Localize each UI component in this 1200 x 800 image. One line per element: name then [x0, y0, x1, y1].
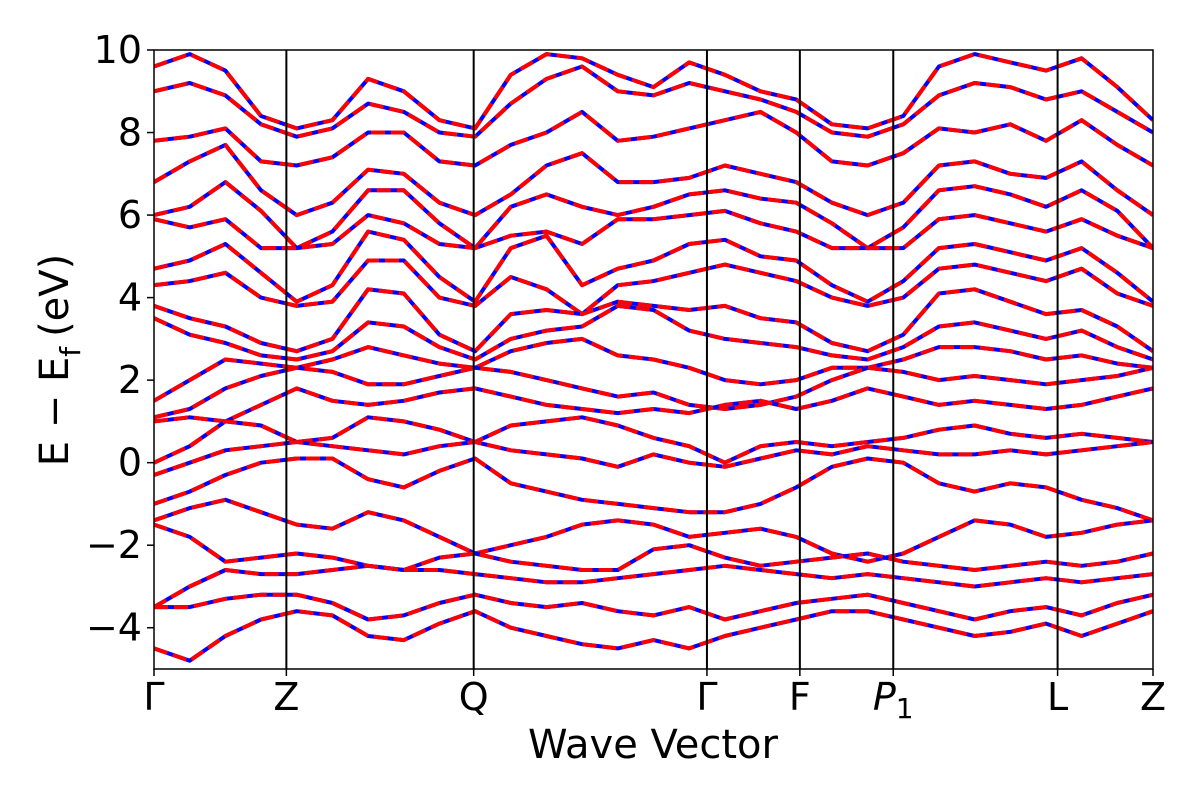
x-tick-label-3: Γ — [696, 675, 717, 719]
band-line-blue-6 — [154, 229, 1153, 304]
bands-layer — [154, 52, 1153, 663]
band-line-red-7 — [154, 258, 1153, 317]
band-line-red-13 — [154, 415, 1153, 465]
band-line-red-4 — [154, 180, 1153, 251]
x-tick-label-1: Z — [273, 675, 299, 719]
y-tick-label-7: 10 — [94, 28, 142, 72]
band-line-red-5 — [154, 208, 1153, 251]
band-line-red-12 — [154, 386, 1153, 424]
band-line-blue-5 — [154, 208, 1153, 251]
band-line-red-1 — [154, 64, 1153, 139]
band-line-red-18 — [154, 563, 1153, 609]
y-axis-label: E − Ef (eV) — [32, 254, 87, 467]
band-line-red-2 — [154, 109, 1153, 168]
band-line-blue-20 — [154, 609, 1153, 663]
x-tick-label-2: Q — [459, 675, 489, 719]
band-line-red-10 — [154, 336, 1153, 403]
band-line-blue-3 — [154, 142, 1153, 218]
x-tick-label-7: Z — [1140, 675, 1166, 719]
band-line-blue-2 — [154, 109, 1153, 168]
y-axis-label-sub: f — [54, 346, 87, 357]
band-line-red-3 — [154, 142, 1153, 218]
band-line-red-0 — [154, 52, 1153, 131]
x-tick-label-4: F — [789, 675, 811, 719]
y-tick-label-0: −4 — [86, 606, 142, 650]
band-line-red-20 — [154, 609, 1153, 663]
band-line-red-17 — [154, 522, 1153, 572]
band-line-red-9 — [154, 303, 1153, 362]
band-line-red-8 — [154, 287, 1153, 354]
band-line-blue-15 — [154, 456, 1153, 523]
x-tick-label-0: Γ — [143, 675, 164, 719]
y-tick-label-4: 4 — [118, 276, 142, 320]
band-line-red-16 — [154, 497, 1153, 564]
band-line-red-19 — [154, 592, 1153, 622]
y-tick-label-5: 6 — [118, 193, 142, 237]
y-tick-label-6: 8 — [118, 111, 142, 155]
x-axis-ticks: Γ Z Q Γ F P1 L Z — [143, 669, 1166, 725]
x-tick-label-6: L — [1047, 675, 1068, 719]
band-line-red-6 — [154, 229, 1153, 304]
y-axis-label-main: E − E — [32, 357, 78, 467]
y-tick-label-2: 0 — [118, 441, 142, 485]
band-line-blue-0 — [154, 52, 1153, 131]
band-line-red-15 — [154, 456, 1153, 523]
band-line-red-11 — [154, 365, 1153, 420]
x-axis-label: Wave Vector — [528, 722, 779, 768]
band-line-red-14 — [154, 440, 1153, 477]
y-axis-ticks: −4 −2 0 2 4 6 8 10 — [86, 28, 154, 650]
kpoint-lines — [285, 50, 1059, 669]
y-axis-label-unit: (eV) — [32, 254, 78, 337]
x-tick-label-5: P1 — [873, 675, 914, 725]
y-tick-label-3: 2 — [118, 358, 142, 402]
plot-frame — [153, 49, 1154, 670]
band-line-blue-18 — [154, 563, 1153, 609]
y-tick-label-1: −2 — [86, 523, 142, 567]
